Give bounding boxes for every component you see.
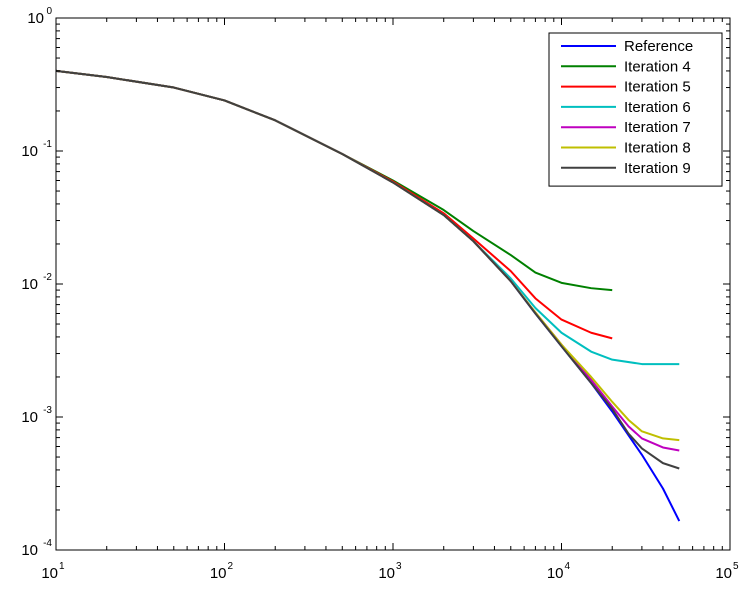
legend-entry-1: Reference	[561, 38, 693, 55]
legend-box	[548, 32, 723, 187]
y-tick-label-5: -4 10	[21, 538, 52, 559]
x-tick-label-5: 10 5	[715, 561, 739, 582]
legend-entry-4: Iteration 6	[561, 99, 691, 116]
y-tick-label-base: 10	[21, 409, 38, 426]
y-tick-label-exponent: -4	[43, 538, 52, 549]
y-tick-label-4: -3 10	[21, 405, 52, 426]
x-tick-label-exponent: 5	[733, 561, 739, 572]
y-tick-label-3: -2 10	[21, 272, 52, 293]
x-tick-label-base: 10	[378, 565, 395, 582]
legend-label: Reference	[624, 38, 693, 55]
legend-entry-6: Iteration 8	[561, 140, 691, 157]
legend-entry-3: Iteration 5	[561, 79, 691, 96]
x-tick-label-4: 10 4	[547, 561, 571, 582]
legend-label: Iteration 4	[624, 58, 691, 75]
y-tick-label-exponent: -2	[43, 272, 52, 283]
x-tick-label-3: 10 3	[378, 561, 402, 582]
x-tick-label-1: 10 1	[41, 561, 65, 582]
series-line-7	[55, 69, 680, 470]
x-tick-label-exponent: 2	[228, 561, 234, 572]
x-tick-label-base: 10	[547, 565, 564, 582]
legend-entry-7: Iteration 9	[561, 160, 691, 177]
legend-entry-5: Iteration 7	[561, 119, 691, 136]
legend-entry-2: Iteration 4	[561, 58, 691, 75]
legend-label: Iteration 6	[624, 99, 691, 116]
y-tick-label-base: 10	[21, 143, 38, 160]
legend-label: Iteration 8	[624, 140, 691, 157]
y-tick-label-2: -1 10	[21, 139, 52, 160]
y-tick-label-base: 10	[21, 276, 38, 293]
x-tick-label-exponent: 1	[59, 561, 65, 572]
legend-label: Iteration 9	[624, 160, 691, 177]
x-tick-label-base: 10	[210, 565, 227, 582]
y-tick-label-base: 10	[27, 10, 44, 27]
y-tick-label-1: 010	[27, 6, 52, 27]
legend-label: Iteration 7	[624, 119, 691, 136]
x-tick-label-base: 10	[41, 565, 58, 582]
x-tick-label-exponent: 3	[396, 561, 402, 572]
legend-label: Iteration 5	[624, 79, 691, 96]
y-tick-label-base: 10	[21, 542, 38, 559]
y-tick-label-exponent: -1	[43, 139, 52, 150]
x-tick-label-exponent: 4	[565, 561, 571, 572]
legend: Reference Iteration 4 Iteration 5 Iteration…	[548, 32, 723, 187]
y-tick-label-exponent: 0	[46, 6, 52, 17]
x-tick-label-base: 10	[715, 565, 732, 582]
series-layer	[55, 69, 681, 522]
x-tick-label-2: 10 2	[210, 561, 234, 582]
y-tick-label-exponent: -3	[43, 405, 52, 416]
